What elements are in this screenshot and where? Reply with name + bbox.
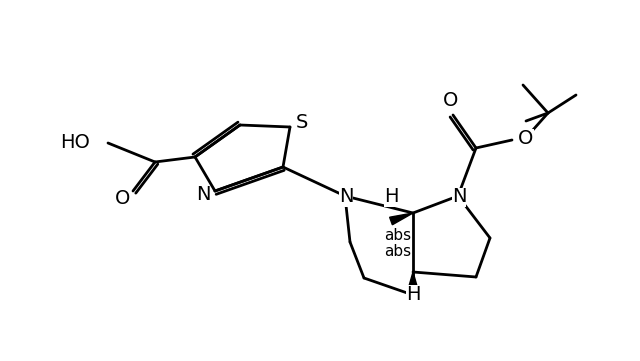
Text: H: H <box>384 187 398 206</box>
Text: O: O <box>518 129 534 148</box>
Text: N: N <box>339 187 353 206</box>
Text: O: O <box>444 91 459 110</box>
Polygon shape <box>390 213 413 225</box>
Text: H: H <box>406 284 420 304</box>
Text: abs: abs <box>385 228 412 243</box>
Text: N: N <box>452 187 467 206</box>
Text: HO: HO <box>60 134 90 152</box>
Text: N: N <box>196 186 211 204</box>
Text: S: S <box>296 113 308 132</box>
Text: abs: abs <box>385 244 412 259</box>
Text: O: O <box>115 190 131 209</box>
Polygon shape <box>409 272 417 286</box>
